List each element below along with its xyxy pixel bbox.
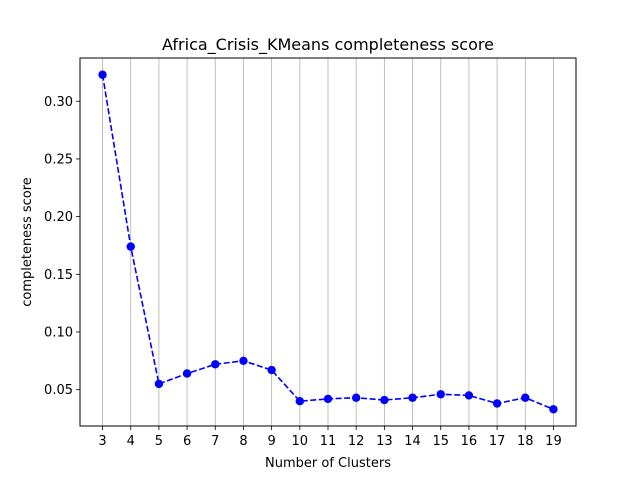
x-tick-label: 10 [292, 434, 309, 449]
data-point [98, 70, 107, 79]
x-axis-label: Number of Clusters [265, 456, 391, 471]
y-tick-label: 0.25 [44, 152, 73, 167]
data-point [464, 391, 474, 400]
data-point [323, 394, 333, 404]
data-point [351, 393, 361, 402]
x-tick-label: 19 [545, 434, 562, 449]
y-axis-ticks: 0.05 0.10 0.15 0.20 0.25 0.30 [44, 95, 80, 398]
x-tick-label: 3 [98, 434, 106, 449]
y-tick-label: 0.30 [44, 95, 73, 110]
data-point [408, 393, 417, 402]
data-point [211, 360, 220, 369]
x-tick-label: 9 [267, 434, 275, 449]
data-point [549, 405, 558, 414]
data-point [380, 395, 389, 405]
x-tick-label: 5 [155, 434, 163, 449]
y-tick-label: 0.10 [44, 325, 73, 340]
x-axis-ticks: 3 4 5 6 7 8 9 10 11 12 13 14 15 16 17 18 19 [98, 426, 562, 449]
y-axis-label: completeness score [20, 177, 35, 307]
grid [102, 58, 554, 426]
y-tick-label: 0.20 [44, 210, 73, 225]
x-tick-label: 4 [127, 434, 135, 449]
x-tick-label: 13 [376, 434, 393, 449]
x-tick-label: 14 [404, 434, 421, 449]
x-tick-label: 17 [489, 434, 506, 449]
x-tick-label: 6 [183, 434, 191, 449]
data-point [295, 396, 305, 406]
data-point [182, 369, 192, 378]
x-tick-label: 11 [320, 434, 337, 449]
x-tick-label: 8 [239, 434, 247, 449]
x-tick-label: 18 [517, 434, 534, 449]
x-tick-label: 15 [432, 434, 449, 449]
y-tick-label: 0.05 [44, 383, 73, 398]
x-tick-label: 16 [461, 434, 478, 449]
data-point [126, 242, 135, 251]
data-point [239, 356, 248, 366]
chart-title: Africa_Crisis_KMeans completeness score [162, 35, 494, 55]
data-point [521, 393, 530, 402]
x-tick-label: 12 [348, 434, 365, 449]
data-point [267, 365, 276, 375]
data-point [154, 379, 164, 389]
y-tick-label: 0.15 [44, 268, 73, 283]
data-point [436, 390, 445, 399]
data-series [98, 70, 558, 414]
x-tick-label: 7 [211, 434, 219, 449]
data-point [492, 399, 502, 408]
